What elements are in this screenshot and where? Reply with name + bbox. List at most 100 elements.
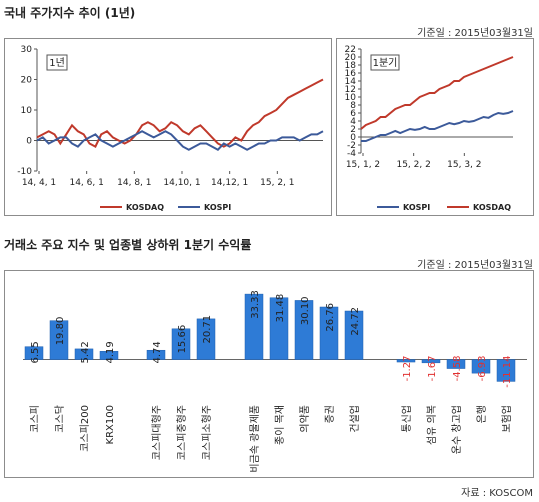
bar-value-label: 19.80 xyxy=(55,317,66,346)
bar xyxy=(319,306,339,360)
period-tag-box xyxy=(370,54,400,71)
bar xyxy=(146,349,166,360)
bar xyxy=(294,300,314,360)
bar-category-label: 코스피중형주 xyxy=(176,405,188,460)
bar-category-label: 의약품 xyxy=(299,405,311,433)
bar-category-label: 보험업 xyxy=(500,405,513,433)
y-tick-label: 10 xyxy=(21,106,33,116)
x-tick-label: 14,12, 1 xyxy=(211,178,248,188)
bar xyxy=(49,320,69,360)
bar-category-label: 코스피대형주 xyxy=(151,405,163,460)
y-tick-label: -4 xyxy=(347,149,356,159)
x-tick-label: 15, 3, 2 xyxy=(447,160,481,170)
y-tick-label: -10 xyxy=(17,167,32,177)
y-tick-label: 8 xyxy=(350,101,356,111)
legend-label-kospi: KOSPI xyxy=(204,203,231,212)
series-line-kosdaq xyxy=(36,78,324,148)
y-tick-label: 6 xyxy=(350,109,356,119)
y-tick-label: 16 xyxy=(345,69,357,79)
y-tick-label: 22 xyxy=(345,45,356,55)
x-tick-label: 15, 1, 2 xyxy=(346,160,380,170)
x-tick-label: 14, 6, 1 xyxy=(69,178,103,188)
bar-value-label: 24.72 xyxy=(350,307,361,336)
bar-value-label: -6.93 xyxy=(477,356,488,382)
series-line-kospi xyxy=(36,130,324,151)
bar-category-label: 은행 xyxy=(476,405,488,423)
line-section-title: 국내 주가지수 추이 (1년) xyxy=(4,6,136,20)
bar-category-label: 통신업 xyxy=(400,405,413,433)
y-tick-label: 10 xyxy=(345,93,357,103)
bar-value-label: -4.58 xyxy=(452,356,463,382)
bar-value-label: 4.74 xyxy=(152,341,163,363)
y-tick-label: 0 xyxy=(350,133,356,143)
bar-category-label: 종이 목재 xyxy=(274,405,286,445)
quarter-chart-panel: -4 -2 0 2 4 6 8 10 12 14 16 18 20 22 15, 1, 2 15, 2, 2 1… xyxy=(336,38,534,216)
bar-value-label: -11.14 xyxy=(502,356,513,388)
bar-category-label: 증권 xyxy=(324,405,336,423)
period-tag-box xyxy=(46,54,68,71)
bar xyxy=(421,359,441,364)
bar-category-label: 코스피 xyxy=(29,405,41,433)
y-tick-label: 20 xyxy=(21,76,33,86)
y-tick-label: 4 xyxy=(350,117,356,127)
y-tick-label: 18 xyxy=(345,61,357,71)
bar-value-label: -1.67 xyxy=(427,356,438,382)
source-label: 자료 : KOSCOM xyxy=(461,488,533,499)
legend-label-kospi: KOSPI xyxy=(403,203,430,212)
bar-category-label: 코스피소형주 xyxy=(201,405,213,460)
bar xyxy=(446,359,466,369)
bar xyxy=(99,351,119,360)
legend-label-kosdaq: KOSDAQ xyxy=(126,203,164,212)
series-line-kospi xyxy=(361,110,514,142)
bar xyxy=(24,346,44,360)
bar-value-label: -1.27 xyxy=(402,356,413,382)
bar xyxy=(396,359,416,363)
series-line-kosdaq xyxy=(360,56,514,130)
y-tick-label: -2 xyxy=(347,141,356,151)
bar xyxy=(244,293,264,360)
one-year-line-chart: -10 0 10 20 30 14, 4, 1 14, 6, 1 14, 8, 1 14,10,… xyxy=(17,45,324,212)
bar-section-title: 거래소 주요 지수 및 업종별 상하위 1분기 수익률 xyxy=(4,238,252,252)
bar-section-ref-date: 기준일 : 2015년03월31일 xyxy=(417,260,533,271)
bar-category-label: 섬유 의복 xyxy=(426,405,438,445)
line-section-ref-date: 기준일 : 2015년03월31일 xyxy=(417,28,533,39)
returns-bar-chart-panel: 6.55 코스피 19.80 코스닥 5.42 코스피200 4.19 KRX100 4.74 코… xyxy=(4,270,534,478)
bar-value-label: 6.55 xyxy=(30,341,41,363)
bar xyxy=(269,297,289,360)
bar xyxy=(171,328,191,360)
bar-category-label: 건설업 xyxy=(348,405,361,433)
bar-value-label: 26.76 xyxy=(325,303,336,332)
y-tick-label: 20 xyxy=(345,53,357,63)
bar-category-label: 비금속 광물제품 xyxy=(249,405,261,473)
y-tick-label: 0 xyxy=(26,137,32,147)
returns-bar-chart: 6.55 코스피 19.80 코스닥 5.42 코스피200 4.19 KRX100 4.74 코… xyxy=(23,290,527,473)
bar-category-label: 코스닥 xyxy=(54,405,66,433)
x-tick-label: 14, 8, 1 xyxy=(117,178,151,188)
bar xyxy=(74,348,94,360)
x-tick-label: 14, 4, 1 xyxy=(22,178,56,188)
bar-category-label: 운수 창고업 xyxy=(450,405,463,454)
x-tick-label: 14,10, 1 xyxy=(163,178,200,188)
bar-value-label: 31.48 xyxy=(275,294,286,323)
bar-category-label: 코스피200 xyxy=(79,405,91,452)
one-year-chart-panel: -10 0 10 20 30 14, 4, 1 14, 6, 1 14, 8, 1 14,10,… xyxy=(4,38,332,216)
x-tick-label: 15, 2, 1 xyxy=(260,178,294,188)
bar xyxy=(496,359,516,382)
period-tag: 1년 xyxy=(49,57,65,69)
bar-value-label: 5.42 xyxy=(80,341,91,363)
bar xyxy=(471,359,491,374)
y-tick-label: 30 xyxy=(21,45,33,55)
bar-value-label: 15.66 xyxy=(177,325,188,354)
bar xyxy=(344,310,364,360)
y-tick-label: 14 xyxy=(345,77,357,87)
bar-category-label: KRX100 xyxy=(105,405,116,444)
x-tick-label: 15, 2, 2 xyxy=(396,160,430,170)
y-tick-label: 2 xyxy=(350,125,356,135)
bar-value-label: 30.10 xyxy=(300,296,311,325)
bar-value-label: 20.71 xyxy=(202,315,213,344)
legend-label-kosdaq: KOSDAQ xyxy=(473,203,511,212)
y-tick-label: 12 xyxy=(345,85,356,95)
period-tag: 1분기 xyxy=(373,57,398,69)
bar-value-label: 4.19 xyxy=(105,341,116,363)
